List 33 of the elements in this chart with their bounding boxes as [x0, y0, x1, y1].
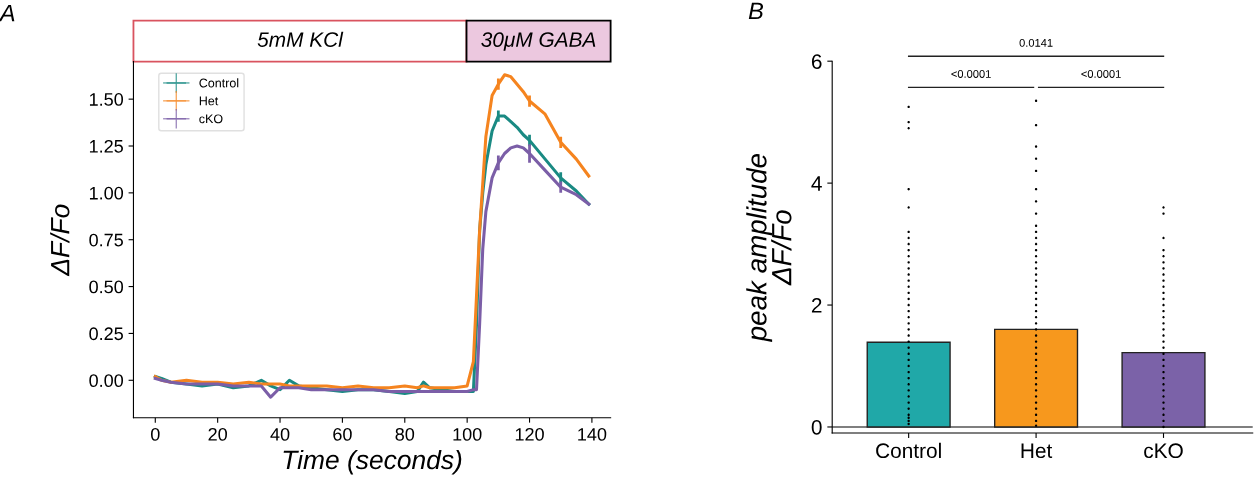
x-tick-label: 100: [453, 427, 482, 441]
x-tick-label: 120: [515, 427, 544, 441]
y-tick-label: 0.50: [89, 280, 124, 294]
y-tick-label: 0.25: [89, 327, 123, 341]
annotation: <0.0001: [1081, 70, 1121, 78]
x-tick-label: 140: [578, 427, 607, 441]
y-tick-label: 2: [811, 298, 822, 313]
legend-label: Control: [199, 78, 239, 88]
x-tick-label: 60: [333, 427, 352, 441]
y-tick-label: 1.25: [89, 139, 123, 153]
x-tick-label: 20: [208, 427, 227, 441]
x-tick-label: 40: [270, 427, 290, 441]
y-axis-title: peak amplitude ΔF/Fo: [746, 153, 792, 343]
annotation: <0.0001: [951, 70, 991, 78]
y-tick-label: 6: [811, 54, 822, 69]
text: 5mM KCl: [257, 31, 344, 47]
y-tick-label: 0.75: [89, 233, 123, 247]
y-tick-label: 4: [811, 176, 822, 191]
y-tick-label: 1.00: [89, 186, 124, 200]
text: 0.0141: [1019, 38, 1053, 47]
x-tick-label: 80: [395, 427, 415, 441]
x-tick-label: Het: [1021, 443, 1053, 459]
x-tick-label: cKO: [1144, 443, 1183, 459]
y-tick-label: 1.50: [89, 93, 124, 106]
y-tick-label: 0.00: [89, 374, 124, 388]
chart-title: B: [748, 2, 764, 20]
legend-label: cKO: [199, 114, 223, 124]
x-tick-label: 0: [150, 427, 160, 441]
legend-label: Het: [199, 96, 219, 106]
y-axis-title: ΔF/Fo: [50, 204, 70, 277]
x-tick-label: Control: [876, 442, 941, 459]
x-axis-title: Time (seconds): [283, 449, 462, 475]
text: 30μM GABA: [481, 32, 596, 51]
